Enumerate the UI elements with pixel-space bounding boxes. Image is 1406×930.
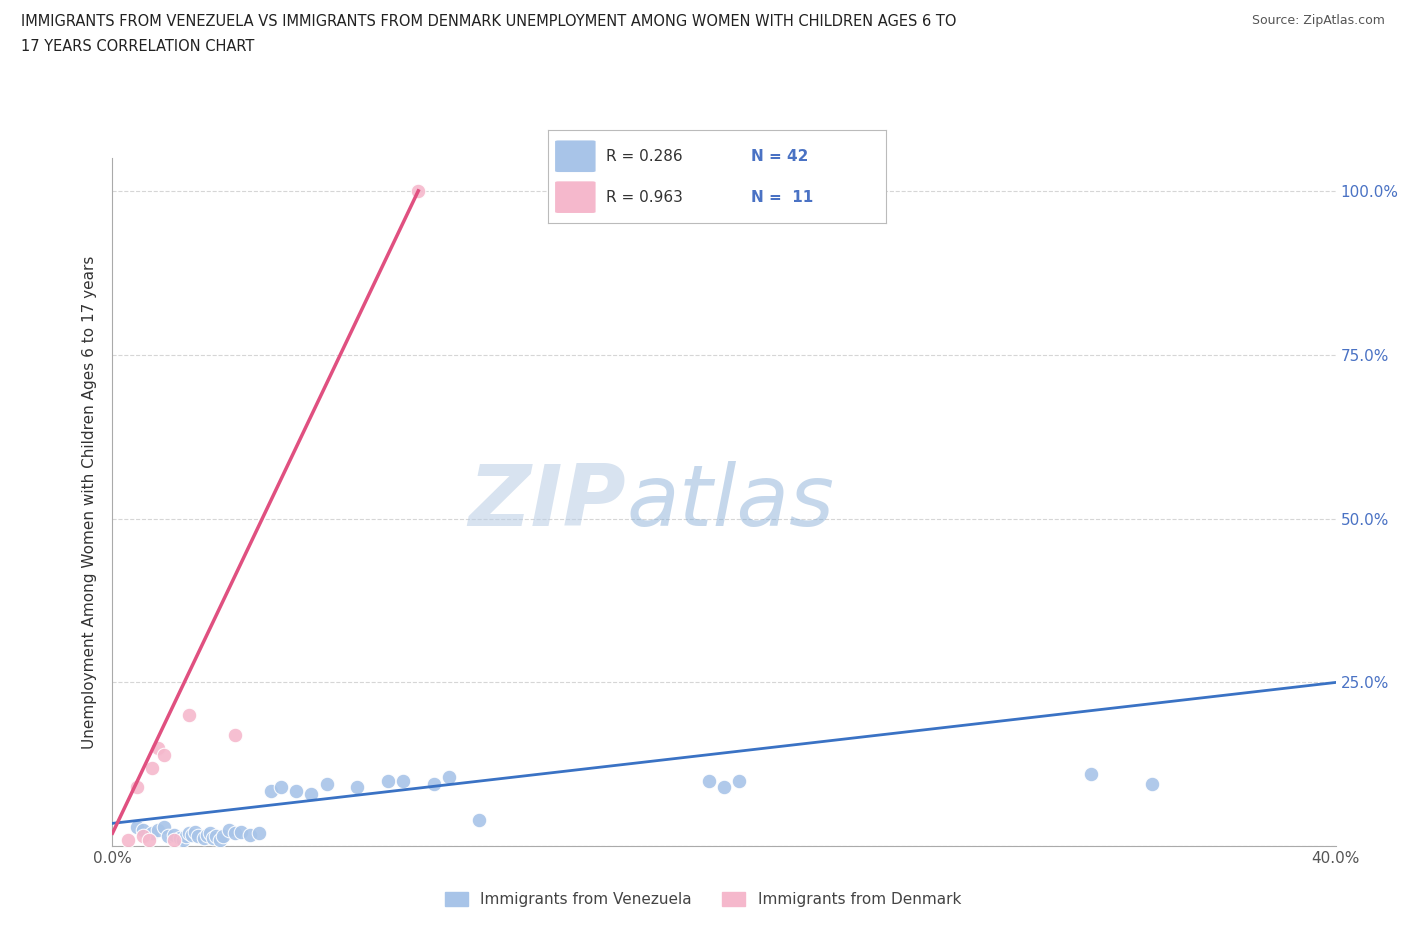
Point xyxy=(125,780,148,795)
Point xyxy=(141,826,163,841)
Point xyxy=(247,826,270,841)
Point xyxy=(132,822,155,837)
Point xyxy=(713,780,735,795)
Point xyxy=(177,708,200,723)
Text: atlas: atlas xyxy=(626,460,834,544)
Point xyxy=(181,827,204,842)
Point xyxy=(208,832,231,847)
Point xyxy=(346,780,368,795)
Point xyxy=(187,829,209,844)
Point xyxy=(1080,766,1102,781)
Legend: Immigrants from Venezuela, Immigrants from Denmark: Immigrants from Venezuela, Immigrants fr… xyxy=(439,885,967,913)
Point xyxy=(200,826,222,841)
Text: ZIP: ZIP xyxy=(468,460,626,544)
Point xyxy=(224,826,246,841)
Point xyxy=(138,832,160,847)
Point xyxy=(284,783,308,798)
Point xyxy=(315,777,337,791)
Y-axis label: Unemployment Among Women with Children Ages 6 to 17 years: Unemployment Among Women with Children A… xyxy=(82,256,97,749)
Point xyxy=(468,813,491,828)
Point xyxy=(177,826,200,841)
Point xyxy=(195,827,218,842)
Point xyxy=(422,777,444,791)
Point xyxy=(117,832,139,847)
Point xyxy=(202,831,225,846)
Point xyxy=(174,829,197,844)
Point xyxy=(224,727,246,742)
Point xyxy=(153,747,176,762)
Point xyxy=(218,822,240,837)
Point xyxy=(437,770,460,785)
Text: N = 42: N = 42 xyxy=(751,149,808,164)
Point xyxy=(163,832,186,847)
Point xyxy=(172,832,194,847)
Point xyxy=(148,822,170,837)
Point xyxy=(697,774,720,789)
Point xyxy=(193,831,215,846)
Point xyxy=(125,819,148,834)
Point xyxy=(1142,777,1164,791)
Point xyxy=(132,829,155,844)
Point xyxy=(270,780,292,795)
Point xyxy=(377,774,399,789)
Point xyxy=(392,774,415,789)
Point xyxy=(141,760,163,775)
Point xyxy=(229,824,252,839)
Point xyxy=(156,829,179,844)
Text: IMMIGRANTS FROM VENEZUELA VS IMMIGRANTS FROM DENMARK UNEMPLOYMENT AMONG WOMEN WI: IMMIGRANTS FROM VENEZUELA VS IMMIGRANTS … xyxy=(21,14,956,29)
Point xyxy=(184,824,207,839)
Point xyxy=(728,774,751,789)
Text: N =  11: N = 11 xyxy=(751,190,813,205)
Point xyxy=(260,783,283,798)
Text: 17 YEARS CORRELATION CHART: 17 YEARS CORRELATION CHART xyxy=(21,39,254,54)
Point xyxy=(148,740,170,755)
Text: Source: ZipAtlas.com: Source: ZipAtlas.com xyxy=(1251,14,1385,27)
Point xyxy=(163,827,186,842)
Point xyxy=(169,831,191,846)
Point xyxy=(239,827,262,842)
Point xyxy=(205,829,228,844)
Point xyxy=(153,819,176,834)
Point xyxy=(211,829,233,844)
FancyBboxPatch shape xyxy=(555,181,596,213)
Point xyxy=(408,183,430,198)
FancyBboxPatch shape xyxy=(555,140,596,172)
Text: R = 0.963: R = 0.963 xyxy=(606,190,682,205)
Text: R = 0.286: R = 0.286 xyxy=(606,149,682,164)
Point xyxy=(299,787,322,802)
